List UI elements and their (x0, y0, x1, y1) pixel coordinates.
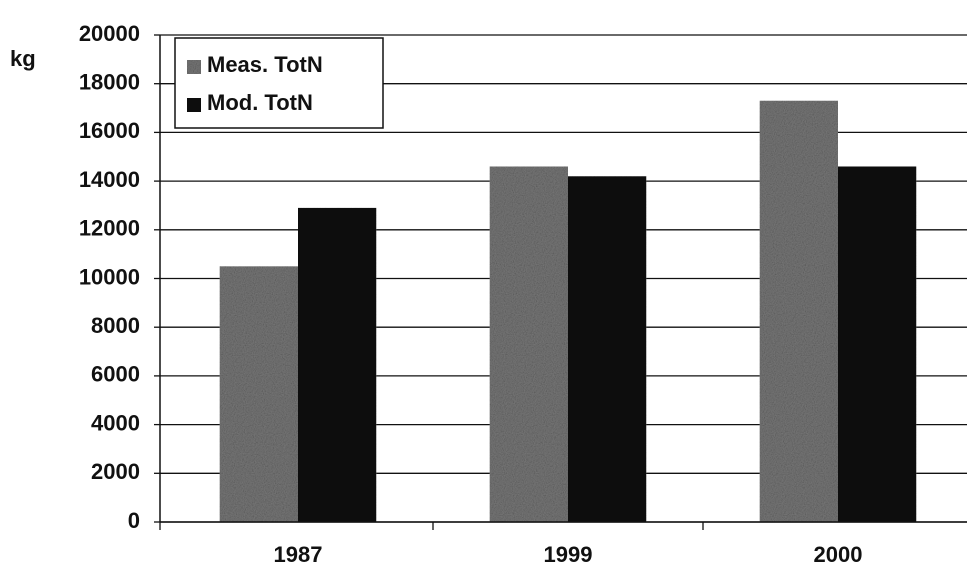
legend-swatch (187, 98, 201, 112)
y-tick-label: 6000 (91, 362, 140, 387)
legend-label: Meas. TotN (207, 52, 323, 77)
y-tick-label: 18000 (79, 70, 140, 95)
bar (489, 166, 568, 523)
y-tick-label: 2000 (91, 459, 140, 484)
x-tick-label: 1987 (274, 542, 323, 567)
bar (838, 166, 917, 523)
legend-swatch (187, 60, 201, 74)
y-tick-label: 8000 (91, 313, 140, 338)
y-tick-label: 20000 (79, 21, 140, 46)
y-tick-label: 10000 (79, 264, 140, 289)
y-tick-label: 16000 (79, 118, 140, 143)
y-tick-label: 4000 (91, 410, 140, 435)
bar (298, 207, 377, 522)
y-tick-label: 14000 (79, 167, 140, 192)
x-tick-label: 2000 (814, 542, 863, 567)
y-tick-label: 12000 (79, 216, 140, 241)
bar (568, 176, 647, 523)
y-axis-label: kg (10, 46, 36, 71)
y-tick-label: 0 (128, 508, 140, 533)
x-tick-label: 1999 (544, 542, 593, 567)
legend-box (174, 37, 384, 129)
legend-label: Mod. TotN (207, 90, 313, 115)
bar (219, 266, 298, 522)
bar (759, 100, 838, 523)
